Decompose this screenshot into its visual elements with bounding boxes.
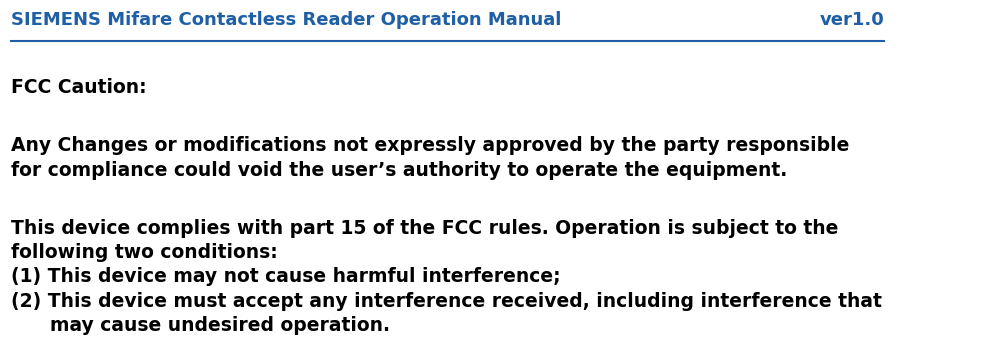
Text: This device complies with part 15 of the FCC rules. Operation is subject to the
: This device complies with part 15 of the… (11, 219, 882, 335)
Text: SIEMENS Mifare Contactless Reader Operation Manual: SIEMENS Mifare Contactless Reader Operat… (11, 11, 561, 29)
Text: ver1.0: ver1.0 (819, 11, 884, 29)
Text: Any Changes or modifications not expressly approved by the party responsible
for: Any Changes or modifications not express… (11, 136, 849, 180)
Text: FCC Caution:: FCC Caution: (11, 78, 146, 97)
